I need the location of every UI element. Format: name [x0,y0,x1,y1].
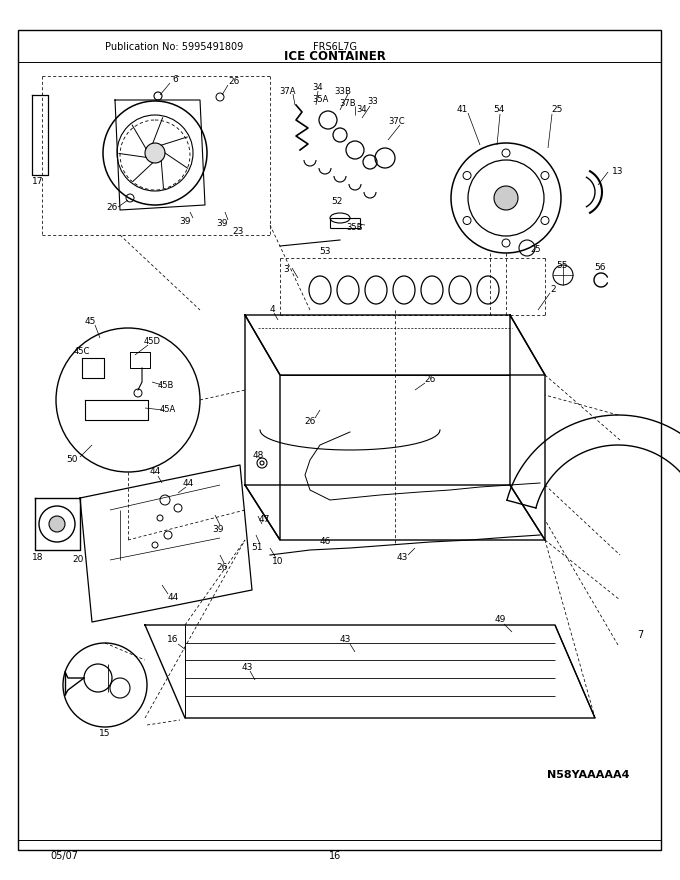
Text: 25: 25 [531,245,541,253]
Text: 17: 17 [32,178,44,187]
Text: 45: 45 [84,318,96,326]
Text: 2: 2 [550,285,556,295]
Text: 49: 49 [494,615,506,625]
Text: 52: 52 [331,197,343,207]
Text: 43: 43 [396,554,408,562]
Text: 26: 26 [305,417,316,427]
Text: 20: 20 [72,555,84,564]
Circle shape [145,143,165,163]
Text: 37C: 37C [389,118,405,127]
Text: 41: 41 [456,106,468,114]
Text: 10: 10 [272,558,284,567]
Text: 34: 34 [313,84,323,92]
Text: 45A: 45A [160,406,176,414]
Text: 26: 26 [106,203,118,212]
Text: 39: 39 [180,216,191,225]
Text: 37B: 37B [340,99,356,107]
Text: 51: 51 [251,544,262,553]
Text: ICE CONTAINER: ICE CONTAINER [284,50,386,63]
Text: 4: 4 [269,305,275,314]
Text: 46: 46 [320,538,330,546]
Text: 48: 48 [252,451,264,459]
Text: 47: 47 [258,516,270,524]
Text: 55: 55 [556,260,568,269]
Text: 35A: 35A [312,96,328,105]
Text: 6: 6 [172,75,178,84]
Text: 35B: 35B [347,224,363,232]
Text: 54: 54 [493,106,505,114]
Text: 26: 26 [216,563,228,573]
Text: 26: 26 [424,376,436,385]
Text: 3: 3 [283,266,289,275]
Text: 43: 43 [339,635,351,644]
Circle shape [494,186,518,210]
Text: 44: 44 [182,479,194,488]
Text: FRS6L7G: FRS6L7G [313,42,357,52]
Text: 13: 13 [612,167,624,177]
Text: 26: 26 [228,77,239,85]
Text: 25: 25 [551,106,562,114]
Text: 23: 23 [233,228,243,237]
Text: 18: 18 [32,554,44,562]
Text: 7: 7 [637,630,643,640]
Text: 53: 53 [319,247,330,256]
Text: 39: 39 [216,219,228,229]
Text: 56: 56 [594,263,606,273]
Text: 15: 15 [99,729,111,737]
Text: 16: 16 [329,851,341,861]
Text: N58YAAAAA4: N58YAAAAA4 [547,770,630,780]
Text: 37A: 37A [279,86,296,96]
Text: 33: 33 [368,98,378,106]
Text: 44: 44 [167,593,179,603]
Text: 50: 50 [66,456,78,465]
Text: 05/07: 05/07 [50,851,78,861]
Text: 34: 34 [357,105,367,114]
Text: 45D: 45D [143,338,160,347]
Text: Publication No: 5995491809: Publication No: 5995491809 [105,42,243,52]
Text: 33B: 33B [335,86,352,96]
Text: 16: 16 [167,635,179,644]
Text: 45B: 45B [158,380,174,390]
Text: 45C: 45C [74,348,90,356]
Text: 44: 44 [150,467,160,476]
Text: 39: 39 [212,525,224,534]
Circle shape [49,516,65,532]
Text: 43: 43 [241,663,253,671]
